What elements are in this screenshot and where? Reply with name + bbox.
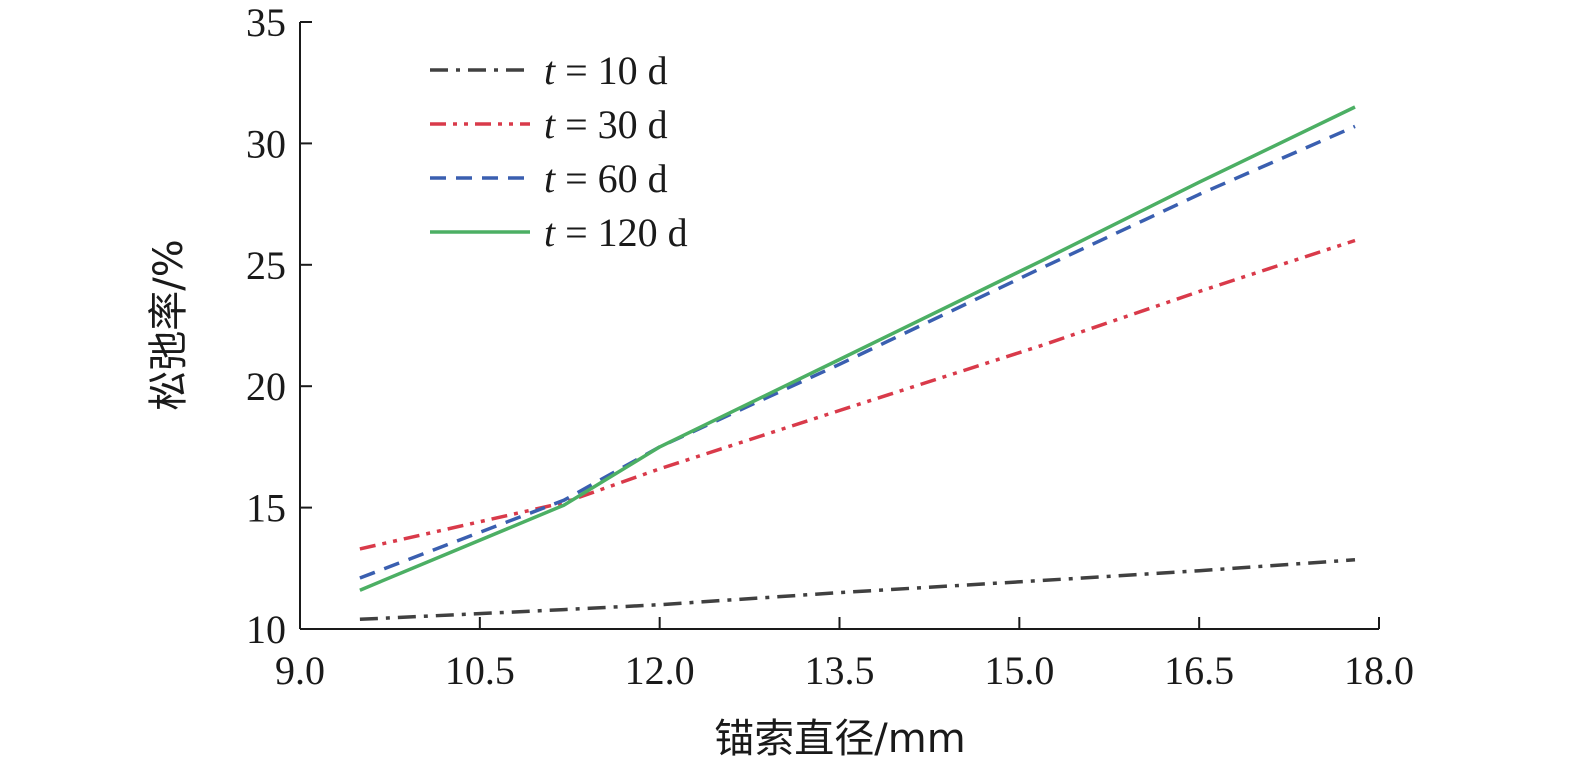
legend-value: = 120 d	[555, 210, 688, 255]
x-tick-label: 12.0	[625, 648, 695, 693]
y-tick-label: 20	[246, 364, 286, 409]
legend-variable: t	[544, 48, 556, 93]
x-tick-label: 16.5	[1164, 648, 1234, 693]
y-axis-ticks: 10 15 20 25 30 35	[246, 0, 312, 652]
y-tick-label: 15	[246, 486, 286, 531]
y-axis-title: 松弛率/%	[146, 239, 192, 410]
y-tick-label: 25	[246, 243, 286, 288]
y-tick-label: 35	[246, 0, 286, 45]
x-tick-label: 18.0	[1344, 648, 1414, 693]
legend-variable: t	[544, 156, 556, 201]
legend-value: = 30 d	[555, 102, 668, 147]
x-tick-label: 9.0	[275, 648, 325, 693]
x-tick-label: 10.5	[445, 648, 515, 693]
legend-label-3: t = 120 d	[544, 210, 688, 255]
legend-label-2: t = 60 d	[544, 156, 668, 201]
x-axis-title: 锚索直径/mm	[714, 716, 965, 762]
legend-label-0: t = 10 d	[544, 48, 668, 93]
legend-label-1: t = 30 d	[544, 102, 668, 147]
legend-value: = 10 d	[555, 48, 668, 93]
y-tick-label: 30	[246, 121, 286, 166]
legend-variable: t	[544, 102, 556, 147]
x-tick-label: 15.0	[984, 648, 1054, 693]
x-axis-ticks: 9.0 10.5 12.0 13.5 15.0 16.5 18.0	[275, 617, 1414, 693]
series-line-0	[359, 558, 1356, 622]
series-line-1	[359, 238, 1356, 551]
legend-value: = 60 d	[555, 156, 668, 201]
y-tick-label: 10	[246, 607, 286, 652]
legend-variable: t	[544, 210, 556, 255]
series-layer	[359, 105, 1356, 622]
legend: t = 10 dt = 30 dt = 60 dt = 120 d	[430, 48, 688, 255]
x-tick-label: 13.5	[805, 648, 875, 693]
